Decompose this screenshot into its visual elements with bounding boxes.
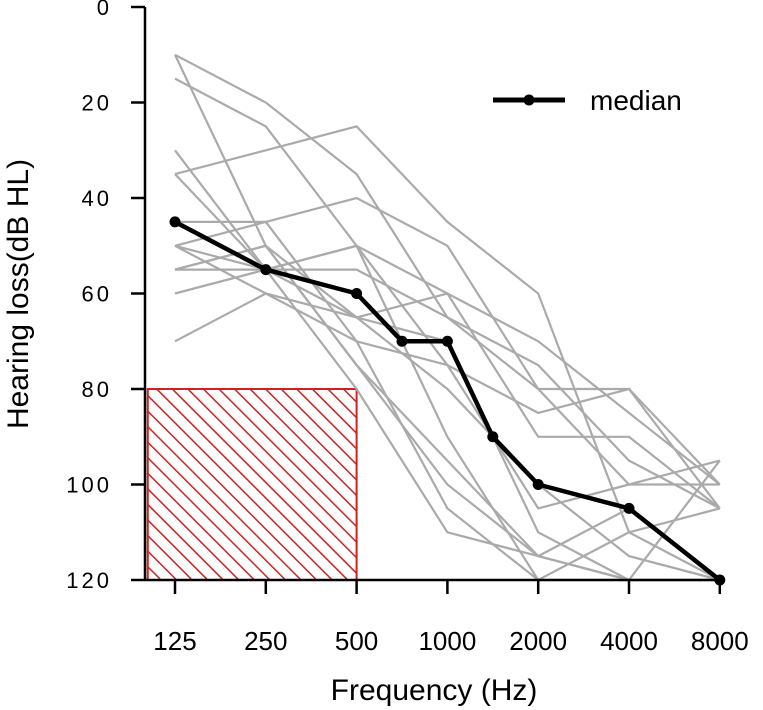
y-tick-label-0: 0	[97, 0, 112, 20]
x-tick-label-500: 500	[335, 626, 378, 656]
x-tick-label-2000: 2000	[509, 626, 567, 656]
median-point-6	[487, 431, 499, 443]
x-axis-title: Frequency (Hz)	[331, 674, 538, 707]
median-point-2	[260, 264, 272, 276]
y-tick-label-60: 60	[82, 282, 112, 307]
y-axis-title: Hearing loss(dB HL)	[2, 159, 35, 429]
x-tick-label-125: 125	[153, 626, 196, 656]
hatched-region-layer	[146, 388, 358, 581]
axes-layer: 0 20 40 60 80 100 120 125 250 500 1000 2000 4000 8000	[66, 0, 748, 656]
hatched-region	[146, 388, 358, 581]
y-tick-label-100: 100	[66, 473, 112, 498]
median-point-5	[441, 335, 453, 347]
median-point-4	[396, 335, 408, 347]
y-tick-label-120: 120	[66, 568, 112, 593]
y-tick-label-40: 40	[82, 186, 112, 211]
median-point-8	[623, 502, 635, 514]
y-tick-label-20: 20	[82, 91, 112, 116]
legend: median	[493, 85, 682, 116]
median-series-layer	[169, 216, 726, 586]
legend-median-label: median	[590, 85, 682, 116]
median-point-1	[169, 216, 181, 228]
x-tick-label-4000: 4000	[600, 626, 658, 656]
median-point-3	[351, 288, 363, 299]
y-tick-label-80: 80	[82, 377, 112, 402]
x-tick-label-8000: 8000	[691, 626, 749, 656]
individual-line-13	[174, 292, 721, 510]
median-point-7	[532, 479, 544, 490]
x-tick-label-250: 250	[244, 626, 287, 656]
x-tick-label-1000: 1000	[418, 626, 476, 656]
legend-median-marker	[523, 94, 535, 106]
